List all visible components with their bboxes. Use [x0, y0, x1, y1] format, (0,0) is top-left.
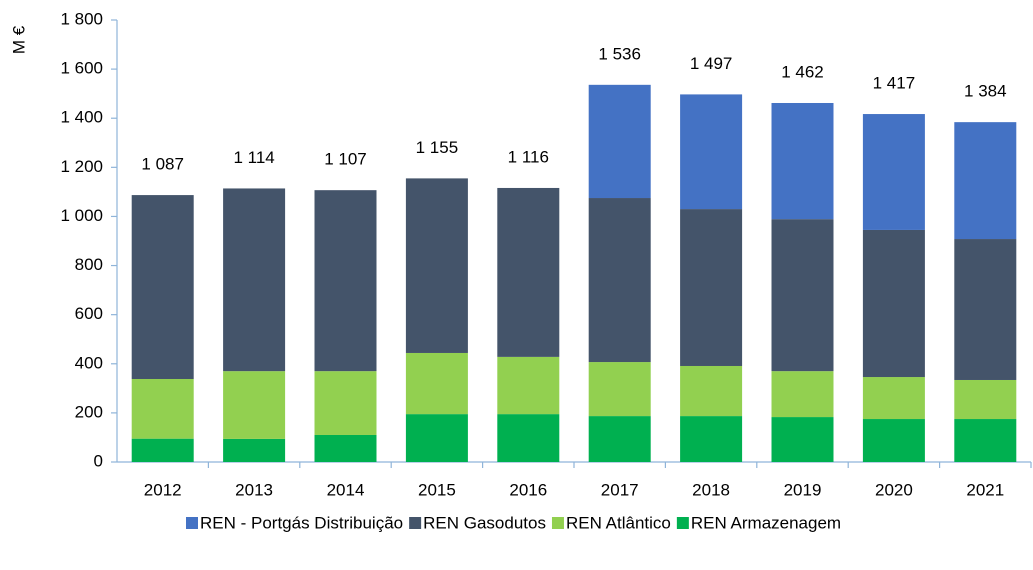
x-tick-label: 2017: [601, 480, 639, 499]
bar-segment: [954, 239, 1017, 380]
bar-segment: [771, 102, 834, 220]
total-label: 1 497: [690, 54, 733, 73]
x-tick-label: 2015: [418, 480, 456, 499]
total-label: 1 384: [964, 82, 1007, 101]
y-axis-title: M €: [9, 25, 28, 54]
bar-segment: [680, 209, 743, 366]
bar-segment: [223, 371, 286, 439]
bar-segment: [497, 187, 560, 357]
total-label: 1 107: [324, 150, 367, 169]
bar-segment: [588, 416, 651, 462]
bar-segment: [954, 122, 1017, 240]
y-tick-label: 0: [94, 451, 103, 470]
bar-segment: [223, 438, 286, 462]
bar-segment: [497, 414, 560, 462]
bar-segment: [405, 178, 468, 353]
bar-segment: [131, 438, 194, 462]
bar-segment: [954, 379, 1017, 420]
total-label: 1 462: [781, 62, 824, 81]
y-tick-label: 200: [75, 402, 103, 421]
bar-segment: [588, 84, 651, 199]
bar-segment: [314, 371, 377, 435]
total-label: 1 155: [416, 138, 459, 157]
bar-segment: [862, 419, 925, 462]
legend-swatch: [676, 517, 689, 529]
bar-segment: [680, 365, 743, 417]
legend-swatch: [409, 517, 422, 529]
total-label: 1 536: [598, 44, 641, 63]
x-tick-label: 2020: [875, 480, 913, 499]
total-label: 1 114: [233, 148, 274, 167]
bar-segment: [771, 371, 834, 418]
bar-segment: [223, 188, 286, 372]
bar-segment: [771, 219, 834, 372]
legend-label: REN Gasodutos: [423, 513, 546, 532]
bar-segment: [588, 198, 651, 363]
legend-label: REN Armazenagem: [691, 513, 841, 532]
x-tick-label: 2018: [692, 480, 730, 499]
legend-swatch: [186, 517, 198, 529]
bar-segment: [131, 195, 194, 380]
y-tick-label: 1 800: [60, 9, 103, 28]
bar-segment: [862, 229, 925, 378]
y-tick-label: 600: [75, 304, 103, 323]
x-tick-label: 2016: [509, 480, 547, 499]
y-tick-label: 1 400: [60, 108, 103, 127]
y-tick-label: 1 600: [60, 59, 103, 78]
bar-segment: [405, 352, 468, 415]
total-label: 1 116: [508, 147, 549, 166]
bar-segment: [588, 362, 651, 417]
bar-segment: [314, 190, 377, 372]
x-tick-label: 2021: [966, 480, 1004, 499]
x-tick-label: 2012: [144, 480, 182, 499]
x-tick-label: 2019: [784, 480, 822, 499]
bar-segment: [862, 377, 925, 420]
bar-segment: [862, 114, 925, 230]
y-tick-label: 800: [75, 255, 103, 274]
x-tick-label: 2013: [235, 480, 273, 499]
legend-label: REN Atlântico: [566, 513, 671, 532]
bar-segment: [954, 419, 1017, 462]
total-label: 1 417: [873, 74, 916, 93]
legend-swatch: [551, 517, 564, 529]
y-tick-label: 1 200: [60, 157, 103, 176]
total-label: 1 087: [141, 155, 184, 174]
legend-label: REN - Portgás Distribuição: [200, 513, 403, 532]
bar-segment: [680, 416, 743, 462]
bar-segment: [131, 379, 194, 439]
x-tick-label: 2014: [327, 480, 365, 499]
bar-segment: [771, 417, 834, 462]
bar-segment: [680, 94, 743, 210]
y-tick-label: 400: [75, 353, 103, 372]
y-tick-label: 1 000: [60, 206, 103, 225]
bar-segment: [314, 434, 377, 462]
bar-segment: [405, 414, 468, 462]
bar-segment: [497, 356, 560, 415]
